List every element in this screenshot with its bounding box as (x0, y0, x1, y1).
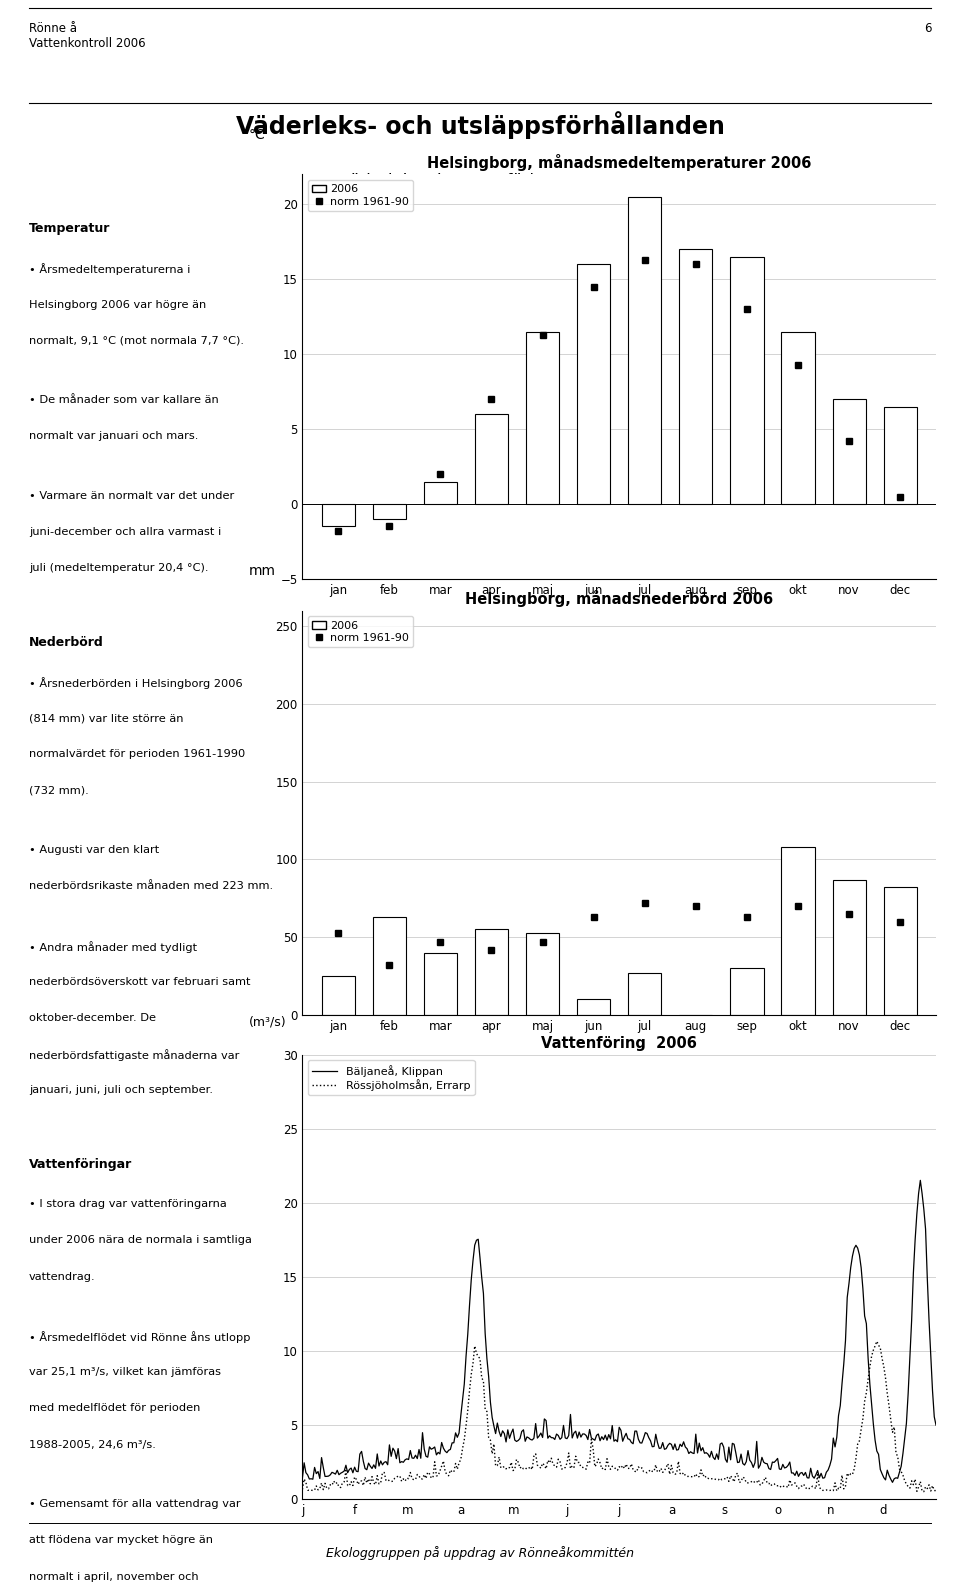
Bar (526, 933, 559, 1015)
Rössjöholmsån, Errarp (918, 1481, 929, 1500)
Text: med medelflödet för perioden: med medelflödet för perioden (29, 1404, 201, 1413)
Rössjöholmsån, Errarp (871, 1332, 882, 1351)
Text: nederbördsrikaste månaden med 223 mm.: nederbördsrikaste månaden med 223 mm. (29, 882, 273, 891)
Bar (577, 999, 611, 1015)
Text: oktober-december. De: oktober-december. De (29, 1013, 156, 1023)
Rössjöholmsån, Errarp (297, 1480, 308, 1499)
Bar (883, 406, 917, 504)
Bar (322, 975, 355, 1015)
Bar (475, 929, 508, 1015)
Text: vattendrag.: vattendrag. (29, 1272, 95, 1281)
Bäljaneå, Klippan (297, 1469, 308, 1488)
Bar (423, 953, 457, 1015)
Bar (628, 974, 661, 1015)
Text: normalvärdet för perioden 1961-1990: normalvärdet för perioden 1961-1990 (29, 750, 245, 760)
Text: mm: mm (249, 565, 276, 579)
Line: Rössjöholmsån, Errarp: Rössjöholmsån, Errarp (302, 1342, 936, 1491)
Rössjöholmsån, Errarp (549, 1456, 561, 1475)
Bar (526, 331, 559, 504)
Text: januari, juni, juli och september.: januari, juni, juli och september. (29, 1085, 213, 1096)
Bäljaneå, Klippan (915, 1170, 926, 1190)
Legend: 2006, norm 1961-90: 2006, norm 1961-90 (308, 617, 414, 647)
Text: Väderleks- och utsläppsförhållanden: Väderleks- och utsläppsförhållanden (235, 111, 725, 140)
Bar (832, 880, 866, 1015)
Text: Rönne å
Vattenkontroll 2006: Rönne å Vattenkontroll 2006 (29, 22, 145, 51)
Text: • Augusti var den klart: • Augusti var den klart (29, 845, 159, 855)
Title: Helsingborg, månadsnederbörd 2006: Helsingborg, månadsnederbörd 2006 (466, 590, 773, 607)
Text: Ekologgruppen på uppdrag av Rönneåkommittén: Ekologgruppen på uppdrag av Rönneåkommit… (326, 1546, 634, 1561)
Text: Temperatur: Temperatur (29, 222, 110, 235)
Text: normalt, 9,1 °C (mot normala 7,7 °C).: normalt, 9,1 °C (mot normala 7,7 °C). (29, 336, 244, 346)
Text: • Årsmedelflödet vid Rönne åns utlopp: • Årsmedelflödet vid Rönne åns utlopp (29, 1331, 251, 1343)
Text: normalt i april, november och: normalt i april, november och (29, 1572, 199, 1581)
Text: • Gemensamt för alla vattendrag var: • Gemensamt för alla vattendrag var (29, 1499, 240, 1510)
Text: (732 mm).: (732 mm). (29, 785, 88, 796)
Text: under 2006 nära de normala i samtliga: under 2006 nära de normala i samtliga (29, 1235, 252, 1245)
Rössjöholmsån, Errarp (930, 1481, 942, 1500)
Bäljaneå, Klippan (902, 1385, 914, 1404)
Text: • I stora drag var vattenföringarna: • I stora drag var vattenföringarna (29, 1199, 227, 1209)
Text: normalt var januari och mars.: normalt var januari och mars. (29, 431, 198, 441)
Bäljaneå, Klippan (840, 1331, 852, 1350)
Bar (781, 331, 815, 504)
Text: juni-december och allra varmast i: juni-december och allra varmast i (29, 527, 221, 538)
Bar (372, 504, 406, 519)
Legend: 2006, norm 1961-90: 2006, norm 1961-90 (308, 181, 414, 211)
Bäljaneå, Klippan (431, 1445, 443, 1464)
Text: • Årsnederbörden i Helsingborg 2006: • Årsnederbörden i Helsingborg 2006 (29, 677, 243, 688)
Text: var 25,1 m³/s, vilket kan jämföras: var 25,1 m³/s, vilket kan jämföras (29, 1367, 221, 1377)
Text: Väderlek och vattenföringar 2006: Väderlek och vattenföringar 2006 (340, 173, 620, 190)
Text: • Varmare än normalt var det under: • Varmare än normalt var det under (29, 492, 234, 501)
Bar (322, 504, 355, 527)
Text: nederbördsöverskott var februari samt: nederbördsöverskott var februari samt (29, 977, 251, 986)
Bäljaneå, Klippan (930, 1416, 942, 1435)
Text: • De månader som var kallare än: • De månader som var kallare än (29, 395, 219, 406)
Text: 1988-2005, 24,6 m³/s.: 1988-2005, 24,6 m³/s. (29, 1440, 156, 1450)
Title: Vattenföring  2006: Vattenföring 2006 (541, 1036, 697, 1052)
Line: Bäljaneå, Klippan: Bäljaneå, Klippan (302, 1180, 936, 1483)
Rössjöholmsån, Errarp (840, 1477, 852, 1496)
Text: att flödena var mycket högre än: att flödena var mycket högre än (29, 1535, 213, 1545)
Bar (680, 249, 712, 504)
Bäljaneå, Klippan (553, 1426, 564, 1445)
Bäljaneå, Klippan (549, 1431, 561, 1450)
Rössjöholmsån, Errarp (553, 1450, 564, 1469)
Text: • Andra månader med tydligt: • Andra månader med tydligt (29, 940, 197, 953)
Bar (577, 265, 611, 504)
Rössjöholmsån, Errarp (470, 1343, 482, 1362)
Text: 6: 6 (924, 22, 931, 35)
Bar (372, 917, 406, 1015)
Bar (628, 197, 661, 504)
Rössjöholmsån, Errarp (431, 1467, 443, 1486)
Text: • Årsmedeltemperaturerna i: • Årsmedeltemperaturerna i (29, 263, 190, 276)
Text: juli (medeltemperatur 20,4 °C).: juli (medeltemperatur 20,4 °C). (29, 563, 208, 573)
Bar (475, 414, 508, 504)
Text: °C: °C (249, 128, 265, 143)
Bar (832, 400, 866, 504)
Legend: Bäljaneå, Klippan, Rössjöholmsån, Errarp: Bäljaneå, Klippan, Rössjöholmsån, Errarp (308, 1061, 474, 1096)
Text: Vattenföringar: Vattenföringar (29, 1158, 132, 1170)
Bar (883, 888, 917, 1015)
Rössjöholmsån, Errarp (902, 1477, 914, 1496)
Bar (731, 969, 763, 1015)
Text: nederbördsfattigaste månaderna var: nederbördsfattigaste månaderna var (29, 1050, 239, 1061)
Bar (731, 257, 763, 504)
Bar (781, 847, 815, 1015)
Text: (m³/s): (m³/s) (249, 1015, 286, 1028)
Bäljaneå, Klippan (470, 1231, 482, 1250)
Text: (814 mm) var lite större än: (814 mm) var lite större än (29, 714, 183, 723)
Bar (423, 482, 457, 504)
Text: Helsingborg 2006 var högre än: Helsingborg 2006 var högre än (29, 300, 206, 309)
Title: Helsingborg, månadsmedeltemperaturer 2006: Helsingborg, månadsmedeltemperaturer 200… (427, 154, 811, 171)
Text: Nederbörd: Nederbörd (29, 636, 104, 649)
Bäljaneå, Klippan (887, 1473, 899, 1492)
